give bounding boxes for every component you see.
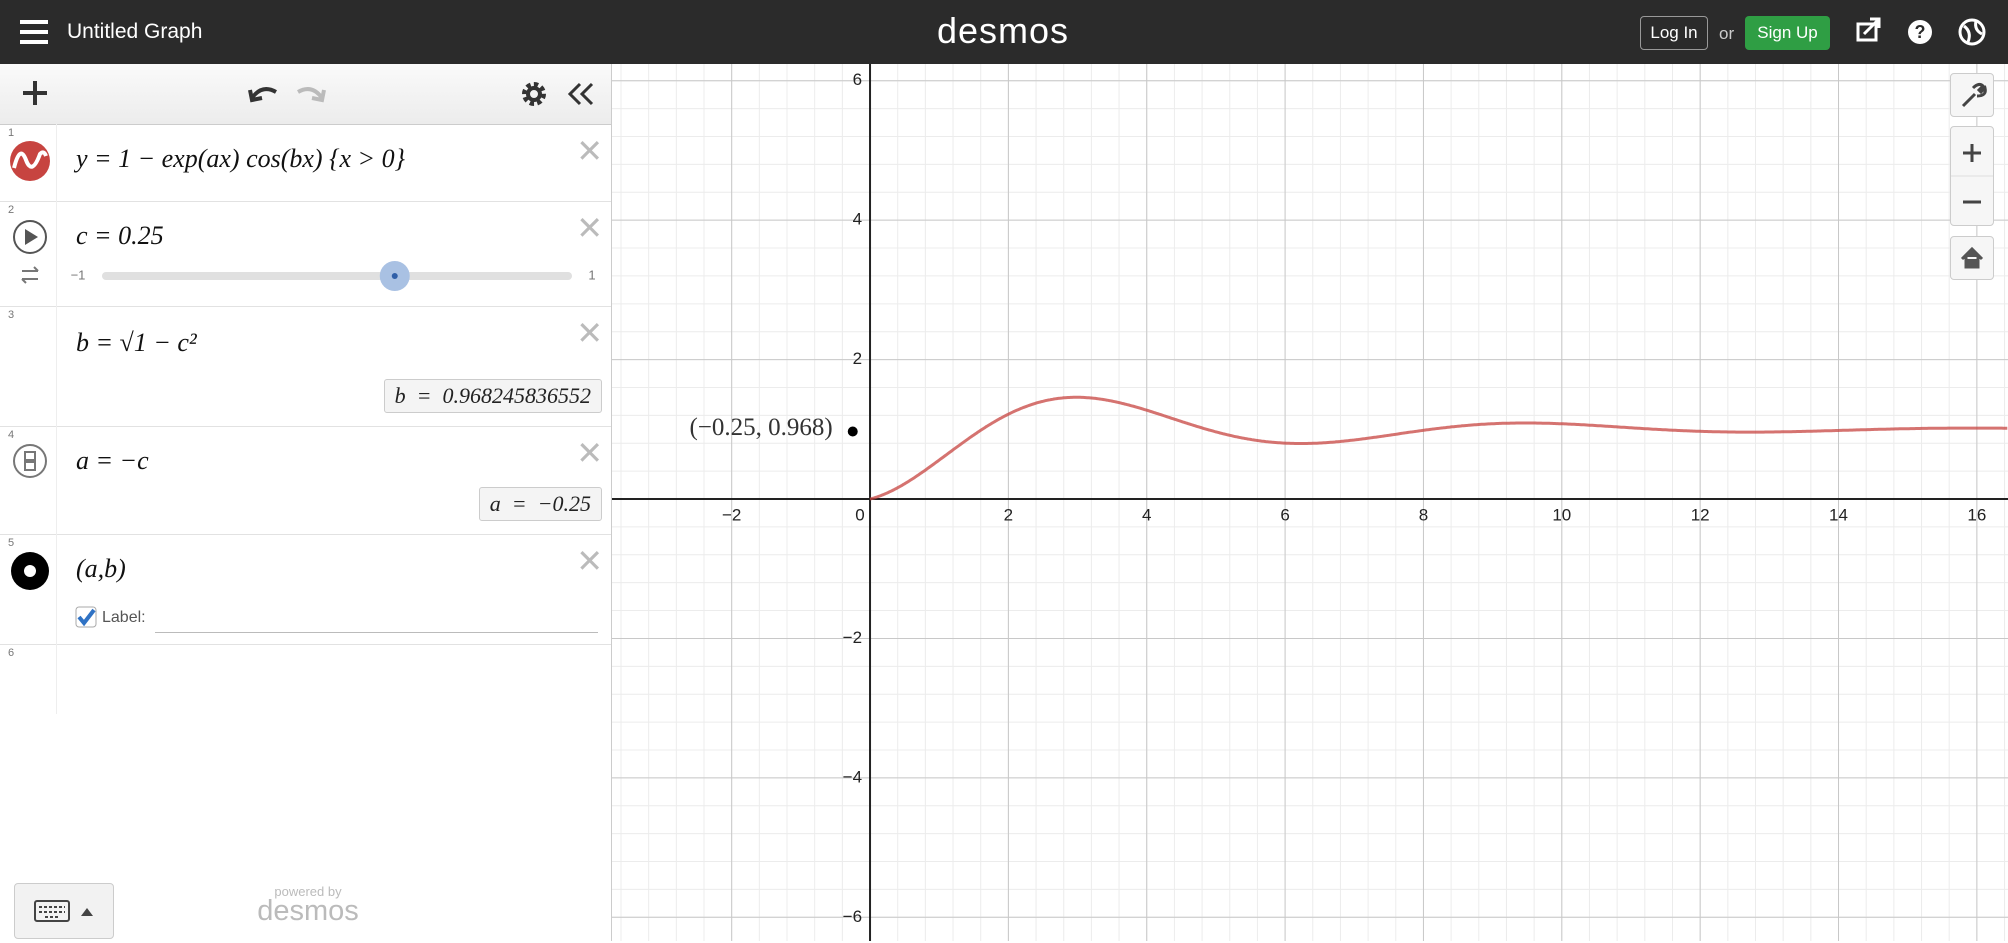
slider-icons bbox=[13, 220, 47, 284]
label-input[interactable] bbox=[155, 632, 598, 633]
powered-by: powered by bbox=[274, 884, 342, 899]
gutter: 1 bbox=[0, 124, 57, 201]
label-checkbox[interactable] bbox=[75, 606, 97, 628]
expression-text[interactable]: (a,b) bbox=[76, 554, 126, 583]
expression-row[interactable]: 1 y = 1 − exp(ax) cos(bx) {x > 0} ✕ bbox=[0, 124, 611, 202]
expression-panel: 1 y = 1 − exp(ax) cos(bx) {x > 0} ✕ 2 c … bbox=[0, 64, 612, 941]
line-number: 4 bbox=[8, 429, 15, 441]
signup-button[interactable]: Sign Up bbox=[1745, 16, 1830, 50]
gutter: 5 bbox=[0, 534, 57, 644]
label-text: Label: bbox=[102, 609, 146, 626]
x-tick-label: 4 bbox=[1142, 505, 1151, 524]
y-tick-label: −2 bbox=[843, 628, 862, 647]
keyboard-icon bbox=[34, 900, 93, 922]
top-bar: Untitled Graph desmos Log In or Sign Up … bbox=[0, 0, 2008, 64]
x-tick-label: 16 bbox=[1967, 505, 1986, 524]
delete-button[interactable]: ✕ bbox=[576, 435, 603, 471]
line-number: 5 bbox=[8, 537, 15, 549]
zoom-buttons[interactable] bbox=[1950, 126, 1994, 226]
delete-button[interactable]: ✕ bbox=[576, 543, 603, 579]
y-tick-label: −4 bbox=[843, 767, 862, 786]
gutter: 6 bbox=[0, 644, 57, 714]
logo: desmos bbox=[936, 10, 1070, 51]
gutter: 3 bbox=[0, 306, 57, 426]
y-tick-label: 6 bbox=[853, 70, 862, 89]
slider-min: −1 bbox=[71, 267, 86, 282]
toolbar bbox=[0, 64, 611, 125]
language-icon[interactable] bbox=[1958, 18, 1986, 46]
expression-text[interactable]: b = √1 − c² bbox=[76, 328, 197, 357]
svg-text:?: ? bbox=[1915, 22, 1926, 42]
expression-text[interactable]: c = 0.25 bbox=[76, 221, 164, 250]
top-icons: ? bbox=[1856, 17, 1986, 46]
graph-settings-button[interactable] bbox=[1950, 73, 1994, 117]
play-icon[interactable] bbox=[13, 220, 47, 254]
evaluation-result: a = −0.25 bbox=[478, 487, 602, 521]
settings-icon[interactable] bbox=[522, 82, 546, 106]
point bbox=[847, 426, 858, 437]
delete-button[interactable]: ✕ bbox=[576, 133, 603, 169]
curve bbox=[869, 395, 2008, 501]
slider[interactable]: −1 1 bbox=[56, 255, 611, 295]
expression-row[interactable]: 6 bbox=[0, 644, 611, 714]
login-button[interactable]: Log In bbox=[1640, 16, 1708, 50]
menu-icon[interactable] bbox=[20, 20, 50, 44]
redo-icon[interactable] bbox=[297, 87, 326, 103]
or-text: or bbox=[1719, 24, 1735, 43]
loop-icon[interactable] bbox=[21, 266, 39, 284]
line-number: 2 bbox=[8, 204, 15, 216]
undo-icon[interactable] bbox=[248, 87, 277, 103]
zoom-in[interactable] bbox=[1963, 144, 1981, 162]
point-label: (−0.25, 0.968) bbox=[689, 414, 832, 441]
line-number: 1 bbox=[8, 127, 15, 139]
x-tick-label: 0 bbox=[855, 505, 864, 524]
point-icon[interactable] bbox=[0, 534, 56, 644]
graph-title[interactable]: Untitled Graph bbox=[67, 20, 203, 43]
delete-button[interactable]: ✕ bbox=[576, 210, 603, 246]
expression-row[interactable]: 4 a = −c ✕ a = −0.25 bbox=[0, 426, 611, 535]
evaluation-result: b = 0.968245836552 bbox=[383, 379, 602, 413]
y-tick-label: 4 bbox=[853, 210, 862, 229]
add-icon[interactable] bbox=[23, 81, 47, 105]
folder-icon[interactable] bbox=[0, 426, 56, 534]
x-tick-label: 10 bbox=[1552, 505, 1571, 524]
x-tick-label: 14 bbox=[1829, 505, 1848, 524]
gutter: 2 bbox=[0, 201, 57, 306]
keyboard-button[interactable] bbox=[14, 883, 114, 939]
line-number: 3 bbox=[8, 309, 15, 321]
y-tick-label: 2 bbox=[853, 349, 862, 368]
toolbar-icons bbox=[23, 81, 594, 106]
expression-text[interactable]: a = −c bbox=[76, 446, 149, 475]
delete-button[interactable]: ✕ bbox=[576, 315, 603, 351]
x-tick-label: −2 bbox=[722, 505, 741, 524]
x-tick-label: 8 bbox=[1419, 505, 1428, 524]
collapse-icon[interactable] bbox=[567, 82, 594, 106]
y-tick-label: −6 bbox=[843, 907, 862, 926]
slider-max: 1 bbox=[588, 267, 595, 282]
footer-logo: desmos bbox=[257, 895, 359, 927]
home-button[interactable] bbox=[1950, 236, 1994, 280]
expression-row[interactable]: 3 b = √1 − c² ✕ b = 0.968245836552 bbox=[0, 306, 611, 427]
help-icon[interactable]: ? bbox=[1908, 20, 1932, 44]
x-tick-label: 6 bbox=[1280, 505, 1289, 524]
graph-paper[interactable]: −2 0 2 4 6 8 10 12 14 16 −6 −4 −2 2 4 6 (−0.25, 0.968) bbox=[612, 64, 2008, 941]
slider-handle-dot bbox=[391, 273, 398, 279]
expression-text[interactable]: y = 1 − exp(ax) cos(bx) {x > 0} bbox=[76, 144, 405, 173]
line-number: 6 bbox=[8, 647, 15, 659]
x-tick-label: 12 bbox=[1691, 505, 1710, 524]
graph-icon[interactable] bbox=[0, 124, 56, 201]
gutter: 4 bbox=[0, 426, 57, 534]
expression-row[interactable]: 5 (a,b) ✕ Label: bbox=[0, 534, 611, 645]
share-icon[interactable] bbox=[1856, 17, 1881, 42]
x-tick-label: 2 bbox=[1004, 505, 1013, 524]
expression-row[interactable]: 2 c = 0.25 ✕ −1 1 bbox=[0, 201, 611, 307]
